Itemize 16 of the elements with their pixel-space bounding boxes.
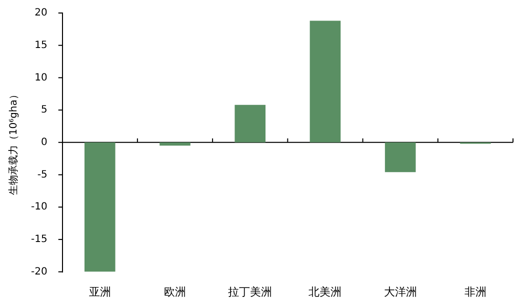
x-tick-label: 欧洲 <box>164 285 186 298</box>
y-tick-label: 15 <box>34 40 48 51</box>
y-tick-label: -10 <box>30 202 48 213</box>
x-tick-label: 拉丁美洲 <box>228 285 272 298</box>
x-tick-label: 亚洲 <box>88 285 111 298</box>
y-tick-label: -20 <box>30 266 48 278</box>
x-tick-label: 非洲 <box>464 285 486 298</box>
y-tick-label: -15 <box>30 234 48 246</box>
y-axis-title: 生物承载力（10⁶gha） <box>8 90 20 196</box>
y-tick-label: 10 <box>34 72 48 84</box>
y-tick-label: 5 <box>40 104 48 116</box>
x-tick-label: 大洋洲 <box>384 285 417 298</box>
y-tick-label: 0 <box>40 136 48 148</box>
y-tick-label: 20 <box>34 8 48 19</box>
x-tick-label: 北美洲 <box>308 285 342 298</box>
y-tick-label: -5 <box>37 169 48 180</box>
